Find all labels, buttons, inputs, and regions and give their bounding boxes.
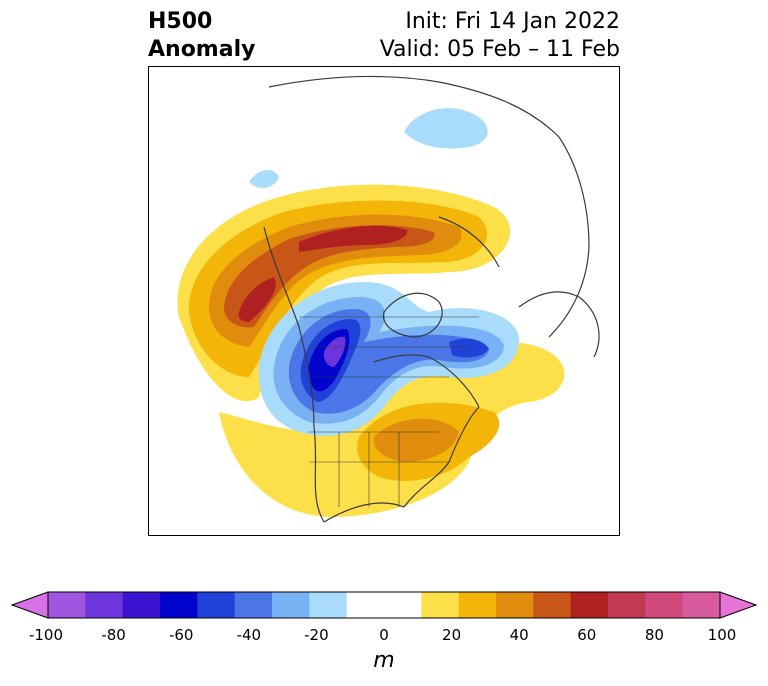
colorbar-tick-label: 100: [707, 626, 737, 644]
colorbar-segment: [346, 592, 385, 618]
colorbar-tick-label: -100: [28, 626, 64, 644]
siberia-neg: [404, 108, 488, 149]
colorbar-segment: [533, 592, 572, 618]
map-panel: [148, 66, 620, 536]
europe-coast: [518, 291, 600, 358]
title-variable: H500: [148, 9, 213, 34]
north-america-coast: [263, 226, 480, 523]
colorbar-segment: [122, 592, 161, 618]
east-pos-orange: [373, 418, 459, 462]
colorbar-outline: [47, 591, 721, 619]
colorbar-tick-label: -20: [304, 626, 329, 644]
positive-anomaly-ridge: [177, 184, 511, 402]
colorbar-right-arrow: [719, 591, 758, 619]
colorbar-tick-label: -60: [168, 626, 194, 644]
title-anomaly: Anomaly: [148, 37, 256, 62]
colorbar-tick-label: 60: [577, 626, 597, 644]
colorbar-segment: [645, 592, 684, 618]
alaska-neg: [249, 170, 279, 189]
colorbar-segment: [496, 592, 534, 618]
canada-grid: [299, 316, 479, 378]
trough-neg-max: [323, 336, 346, 367]
anomaly-map: [177, 75, 600, 523]
ridge-pos-orange: [209, 214, 462, 347]
title-valid: Valid: 05 Feb – 11 Feb: [379, 37, 620, 62]
colorbar-segment: [570, 592, 609, 618]
colorbar-segment: [309, 592, 348, 618]
colorbar-unit-label: m: [373, 648, 395, 673]
positive-anomaly-east: [219, 341, 565, 517]
chart-title-left: H500 Anomaly: [148, 8, 255, 64]
us-border-lines: [309, 431, 449, 507]
colorbar-segment: [272, 592, 310, 618]
colorbar-segment: [458, 592, 497, 618]
ridge-pos-red-west: [238, 277, 276, 322]
eurasia-coast: [268, 75, 590, 338]
ridge-pos-red-orange: [224, 225, 435, 328]
colorbar-tick-label: 20: [442, 626, 462, 644]
colorbar-tick-label: 40: [509, 626, 529, 644]
colorbar: [10, 591, 758, 619]
chart-title-right: Init: Fri 14 Jan 2022 Valid: 05 Feb – 11…: [380, 8, 620, 64]
colorbar-segments: [48, 592, 721, 618]
colorbar-segment: [48, 592, 86, 618]
colorbar-segment: [384, 592, 422, 618]
colorbar-tick-label: -80: [101, 626, 126, 644]
title-init: Init: Fri 14 Jan 2022: [405, 9, 620, 34]
colorbar-tick-label: -40: [236, 626, 262, 644]
ridge-pos-red-core: [299, 225, 408, 252]
colorbar-segment: [160, 592, 198, 618]
colorbar-segment: [85, 592, 124, 618]
colorbar-left-arrow: [10, 591, 49, 619]
colorbar-tick-label: 80: [644, 626, 664, 644]
colorbar-segment: [234, 592, 273, 618]
colorbar-segment: [682, 592, 721, 618]
negative-anomaly-trough: [249, 108, 520, 436]
arctic-neg-core: [449, 338, 489, 358]
colorbar-segment: [421, 592, 460, 618]
colorbar-tick-labels: -100 -80 -60 -40 -20 0 20 40 60 80 100: [0, 626, 768, 646]
colorbar-segment: [197, 592, 236, 618]
coastlines: [263, 75, 600, 523]
colorbar-segment: [608, 592, 646, 618]
colorbar-tick-label: 0: [379, 626, 389, 644]
greenland-coast: [383, 292, 443, 338]
